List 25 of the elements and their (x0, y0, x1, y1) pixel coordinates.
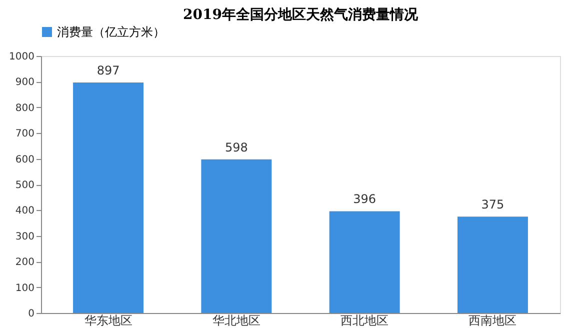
y-tick-label: 0 (28, 308, 34, 320)
x-tick-label: 西南地区 (468, 314, 517, 328)
y-tick-label: 1000 (9, 52, 34, 62)
data-label: 396 (353, 192, 376, 206)
bar (457, 216, 528, 313)
y-tick-label: 500 (15, 180, 34, 191)
y-tick-label: 700 (15, 128, 34, 140)
bar (73, 82, 144, 313)
y-tick-label: 100 (15, 282, 34, 294)
chart-title: 2019年全国分地区天然气消费量情况 (183, 7, 419, 23)
data-label: 375 (481, 198, 504, 212)
x-tick-label: 西北地区 (340, 314, 389, 328)
data-label: 598 (224, 140, 248, 154)
x-tick-label: 华北地区 (212, 314, 260, 328)
x-tick-label: 华东地区 (84, 314, 132, 328)
y-tick-label: 300 (15, 231, 34, 242)
y-tick-label: 600 (15, 154, 34, 166)
legend-label: 消费量（亿立方米） (57, 25, 165, 39)
data-label: 897 (96, 63, 120, 78)
y-tick-label: 800 (15, 102, 34, 114)
y-tick-label: 900 (15, 77, 34, 88)
y-tick-label: 400 (15, 206, 34, 217)
y-tick-label: 200 (15, 257, 34, 268)
bar (201, 159, 272, 313)
bar (329, 211, 400, 313)
